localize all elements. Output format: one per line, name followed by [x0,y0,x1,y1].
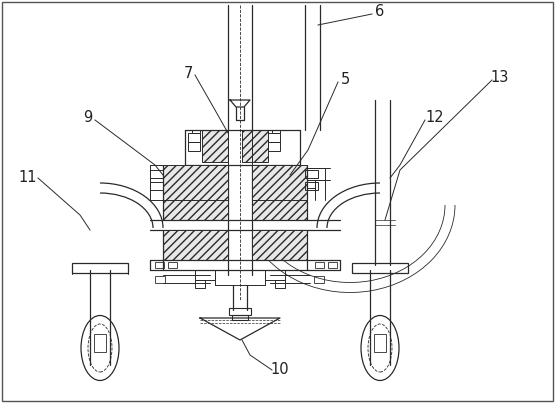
Bar [275,280,285,288]
Bar [188,142,200,151]
Bar [252,230,307,260]
Bar [307,168,325,180]
Bar [195,270,215,280]
Bar [232,315,248,320]
Text: 6: 6 [375,4,385,19]
Bar [168,262,177,268]
Text: 10: 10 [271,363,289,378]
Bar [163,165,228,200]
Bar [268,133,280,142]
Bar [307,180,315,188]
Bar [202,130,228,162]
Bar [150,170,163,178]
Bar [305,170,318,178]
Text: 11: 11 [19,170,37,185]
Bar [252,165,307,200]
Bar [268,142,280,151]
Bar [155,262,164,268]
Bar [150,182,163,190]
Bar [265,270,285,280]
Bar [352,263,408,273]
Bar [72,263,128,273]
Bar [163,200,228,220]
Bar [272,130,280,133]
Bar [192,130,200,133]
Bar [229,308,251,315]
Bar [315,262,324,268]
Bar [155,276,165,283]
Bar [314,276,324,283]
Bar [188,133,200,142]
Bar [94,334,106,352]
Text: 5: 5 [340,73,350,87]
Bar [252,200,307,220]
Bar [195,280,205,288]
Text: 7: 7 [183,66,193,81]
Bar [163,230,228,260]
Text: 13: 13 [491,71,509,85]
Text: 9: 9 [83,110,93,125]
Bar [374,334,386,352]
Text: 12: 12 [426,110,444,125]
Bar [242,130,268,162]
Bar [328,262,337,268]
Bar [305,182,318,190]
